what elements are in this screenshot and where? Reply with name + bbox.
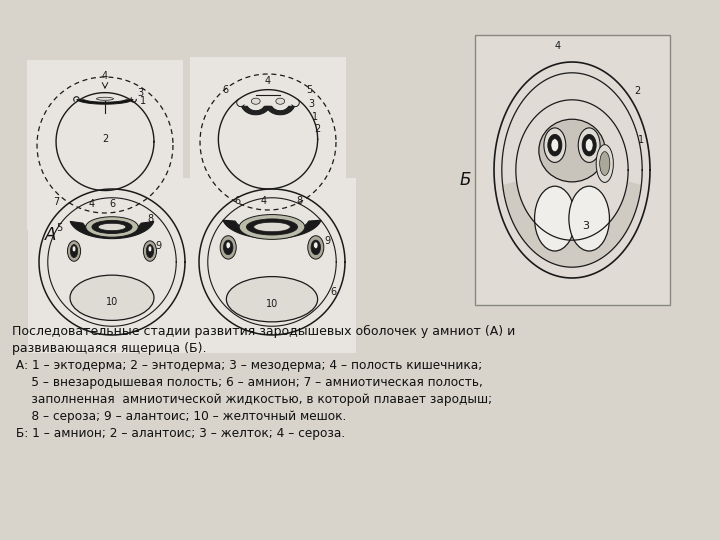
Ellipse shape [92, 220, 132, 233]
Text: 5 – внезародышевая полость; 6 – амнион; 7 – амниотическая полость,: 5 – внезародышевая полость; 6 – амнион; … [12, 376, 482, 389]
Ellipse shape [582, 134, 596, 156]
FancyBboxPatch shape [188, 178, 356, 353]
Text: 10: 10 [266, 299, 278, 308]
Ellipse shape [143, 241, 156, 261]
Text: Б: Б [460, 171, 472, 189]
Ellipse shape [220, 236, 236, 259]
Text: Б: 1 – амнион; 2 – алантоис; 3 – желток; 4 – сероза.: Б: 1 – амнион; 2 – алантоис; 3 – желток;… [12, 427, 345, 440]
Ellipse shape [223, 240, 233, 255]
Ellipse shape [544, 128, 566, 163]
Polygon shape [266, 106, 294, 115]
Ellipse shape [314, 242, 318, 248]
Text: 2: 2 [102, 133, 108, 144]
Text: 3: 3 [309, 99, 315, 109]
Ellipse shape [70, 275, 154, 320]
Text: 9: 9 [325, 237, 330, 246]
FancyBboxPatch shape [27, 60, 183, 230]
Text: 5: 5 [56, 224, 63, 233]
Text: 5: 5 [306, 85, 312, 95]
Ellipse shape [539, 119, 605, 182]
Text: развивающаяся ящерица (Б).: развивающаяся ящерица (Б). [12, 342, 207, 355]
Text: 4: 4 [265, 76, 271, 86]
Text: 1: 1 [140, 96, 146, 106]
Ellipse shape [251, 98, 260, 104]
Text: 4: 4 [89, 199, 94, 209]
FancyBboxPatch shape [474, 35, 670, 305]
Ellipse shape [578, 128, 600, 163]
Polygon shape [77, 99, 133, 104]
Ellipse shape [68, 241, 81, 261]
Text: 3: 3 [582, 221, 590, 232]
Text: 4: 4 [260, 195, 266, 206]
Ellipse shape [98, 224, 126, 231]
Text: 9: 9 [156, 241, 162, 251]
Text: 3: 3 [138, 88, 144, 98]
Text: 2: 2 [634, 86, 641, 97]
Ellipse shape [226, 242, 230, 248]
Ellipse shape [86, 217, 138, 237]
Text: А: 1 – эктодерма; 2 – энтодерма; 3 – мезодерма; 4 – полость кишечника;: А: 1 – эктодерма; 2 – энтодерма; 3 – мез… [12, 359, 482, 372]
Ellipse shape [551, 139, 559, 152]
Text: 1: 1 [312, 112, 318, 122]
Text: 1: 1 [639, 135, 644, 145]
Text: 4: 4 [102, 71, 108, 81]
Text: 8: 8 [147, 214, 153, 224]
Ellipse shape [600, 152, 610, 176]
Ellipse shape [307, 236, 324, 259]
Text: 2: 2 [314, 124, 320, 134]
Polygon shape [223, 220, 321, 239]
Ellipse shape [96, 97, 114, 100]
Ellipse shape [239, 214, 305, 239]
Ellipse shape [548, 134, 562, 156]
Polygon shape [503, 181, 642, 267]
Text: 4: 4 [555, 41, 561, 51]
Ellipse shape [246, 219, 297, 235]
Ellipse shape [276, 98, 284, 104]
Text: 8: 8 [297, 195, 303, 206]
Polygon shape [70, 221, 154, 239]
Text: 6: 6 [330, 287, 336, 297]
Ellipse shape [146, 245, 153, 258]
Ellipse shape [311, 240, 320, 255]
Ellipse shape [226, 276, 318, 322]
Text: заполненная  амниотической жидкостью, в которой плавает зародыш;: заполненная амниотической жидкостью, в к… [12, 393, 492, 406]
Ellipse shape [596, 145, 613, 183]
Text: 6: 6 [222, 85, 228, 95]
Ellipse shape [148, 246, 152, 252]
Text: 7: 7 [53, 197, 60, 207]
Ellipse shape [72, 246, 76, 252]
Text: Последовательные стадии развития зародышевых оболочек у амниот (А) и: Последовательные стадии развития зародыш… [12, 325, 516, 338]
Polygon shape [241, 106, 270, 115]
Text: 6: 6 [234, 195, 240, 206]
Text: А: А [45, 226, 56, 244]
Text: 8 – сероза; 9 – алантоис; 10 – желточный мешок.: 8 – сероза; 9 – алантоис; 10 – желточный… [12, 410, 346, 423]
Ellipse shape [534, 186, 575, 251]
Ellipse shape [71, 245, 78, 258]
Ellipse shape [253, 222, 290, 232]
Text: 6: 6 [109, 199, 115, 209]
FancyBboxPatch shape [28, 178, 196, 353]
Text: 10: 10 [106, 297, 118, 307]
Ellipse shape [569, 186, 609, 251]
Ellipse shape [585, 139, 593, 152]
FancyBboxPatch shape [190, 57, 346, 227]
